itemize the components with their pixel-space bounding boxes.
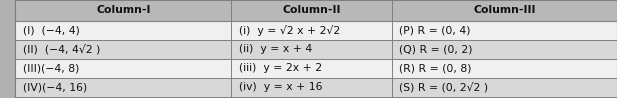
Text: Column-II: Column-II [283,5,341,15]
Text: (III)(−4, 8): (III)(−4, 8) [23,63,79,73]
Text: (S) R = (0, 2√2 ): (S) R = (0, 2√2 ) [399,82,488,93]
Text: Column-I: Column-I [96,5,151,15]
FancyBboxPatch shape [15,21,617,40]
FancyBboxPatch shape [15,0,617,97]
FancyBboxPatch shape [15,0,617,21]
Text: (II)  (−4, 4√2 ): (II) (−4, 4√2 ) [23,44,100,54]
Text: Column-III: Column-III [473,5,536,15]
FancyBboxPatch shape [15,40,617,59]
Text: (I)  (−4, 4): (I) (−4, 4) [23,25,80,35]
Text: (Q) R = (0, 2): (Q) R = (0, 2) [399,44,473,54]
Text: (iii)  y = 2x + 2: (iii) y = 2x + 2 [239,63,322,73]
Text: (P) R = (0, 4): (P) R = (0, 4) [399,25,471,35]
Text: (R) R = (0, 8): (R) R = (0, 8) [399,63,472,73]
FancyBboxPatch shape [15,78,617,97]
Text: (i)  y = √2 x + 2√2: (i) y = √2 x + 2√2 [239,25,340,36]
Text: (iv)  y = x + 16: (iv) y = x + 16 [239,82,322,93]
Text: (IV)(−4, 16): (IV)(−4, 16) [23,82,87,93]
Text: (ii)  y = x + 4: (ii) y = x + 4 [239,44,312,54]
FancyBboxPatch shape [15,59,617,78]
